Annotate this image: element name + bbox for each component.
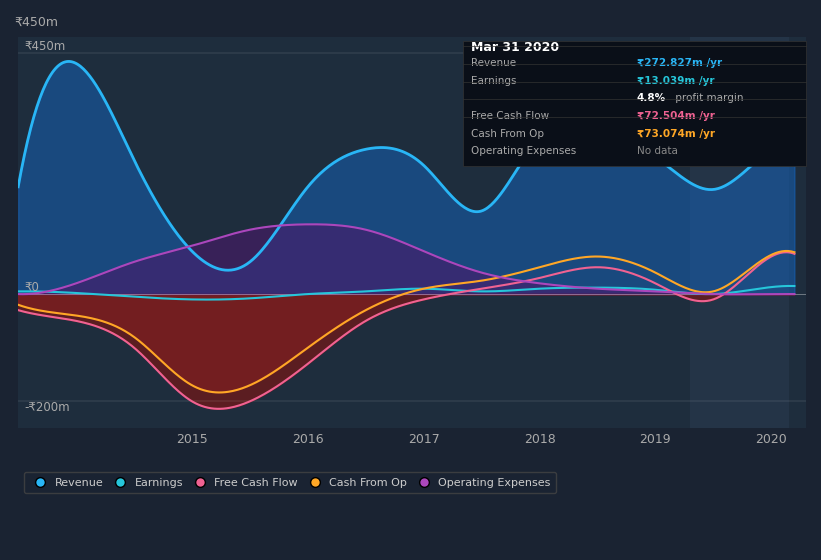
Earnings xyxy=(383,287,393,293)
Revenue xyxy=(223,267,233,274)
Operating Expenses xyxy=(383,234,393,240)
Earnings xyxy=(13,288,23,295)
Text: 4.8%: 4.8% xyxy=(636,94,666,104)
Free Cash Flow xyxy=(790,250,800,257)
FancyBboxPatch shape xyxy=(463,40,806,166)
Free Cash Flow xyxy=(477,285,487,292)
Revenue xyxy=(653,156,663,162)
Text: Earnings: Earnings xyxy=(471,76,516,86)
Line: Cash From Op: Cash From Op xyxy=(18,251,795,393)
Cash From Op xyxy=(782,248,791,254)
Cash From Op xyxy=(388,295,398,301)
Free Cash Flow xyxy=(388,305,398,311)
Cash From Op xyxy=(13,301,23,308)
Text: ₹0: ₹0 xyxy=(24,281,39,294)
Revenue xyxy=(774,141,784,148)
Cash From Op xyxy=(651,269,661,276)
Text: ₹13.039m /yr: ₹13.039m /yr xyxy=(636,76,714,86)
Free Cash Flow xyxy=(435,293,445,300)
Text: profit margin: profit margin xyxy=(672,94,744,104)
Cash From Op xyxy=(477,277,487,284)
Text: Mar 31 2020: Mar 31 2020 xyxy=(471,40,559,54)
Text: ₹272.827m /yr: ₹272.827m /yr xyxy=(636,58,722,68)
Earnings xyxy=(785,283,795,290)
Line: Revenue: Revenue xyxy=(18,62,795,270)
Revenue xyxy=(385,145,395,152)
Text: -₹200m: -₹200m xyxy=(24,402,70,414)
Earnings xyxy=(651,287,661,293)
Operating Expenses xyxy=(477,269,487,276)
Earnings xyxy=(388,286,398,293)
Free Cash Flow xyxy=(773,250,782,257)
Operating Expenses xyxy=(435,254,445,261)
Cash From Op xyxy=(214,389,224,396)
Cash From Op xyxy=(790,249,800,255)
Cash From Op xyxy=(435,283,445,290)
Text: ₹73.074m /yr: ₹73.074m /yr xyxy=(636,129,714,139)
Free Cash Flow xyxy=(214,405,224,412)
Free Cash Flow xyxy=(651,280,661,287)
Line: Free Cash Flow: Free Cash Flow xyxy=(18,252,795,409)
Text: ₹450m: ₹450m xyxy=(14,16,58,29)
Text: ₹72.504m /yr: ₹72.504m /yr xyxy=(636,111,714,121)
Text: Free Cash Flow: Free Cash Flow xyxy=(471,111,549,121)
Text: Cash From Op: Cash From Op xyxy=(471,129,544,139)
Revenue xyxy=(13,184,23,190)
Line: Earnings: Earnings xyxy=(18,286,795,300)
Earnings xyxy=(790,283,800,290)
Earnings xyxy=(435,286,445,293)
Earnings xyxy=(203,296,213,303)
Legend: Revenue, Earnings, Free Cash Flow, Cash From Op, Operating Expenses: Revenue, Earnings, Free Cash Flow, Cash … xyxy=(24,472,556,493)
Cash From Op xyxy=(773,249,782,256)
Line: Operating Expenses: Operating Expenses xyxy=(18,225,795,295)
Cash From Op xyxy=(383,296,393,303)
Free Cash Flow xyxy=(383,307,393,314)
Free Cash Flow xyxy=(782,249,791,255)
Text: ₹450m: ₹450m xyxy=(24,40,65,53)
Operating Expenses xyxy=(13,291,23,297)
Bar xyxy=(690,36,789,428)
Earnings xyxy=(773,283,782,290)
Revenue xyxy=(63,58,73,65)
Operating Expenses xyxy=(774,291,784,297)
Operating Expenses xyxy=(651,288,661,295)
Operating Expenses xyxy=(388,235,398,242)
Revenue xyxy=(390,146,400,152)
Text: Revenue: Revenue xyxy=(471,58,516,68)
Revenue xyxy=(437,181,447,188)
Operating Expenses xyxy=(731,291,741,298)
Text: Operating Expenses: Operating Expenses xyxy=(471,146,576,156)
Earnings xyxy=(477,288,487,295)
Operating Expenses xyxy=(307,221,317,228)
Free Cash Flow xyxy=(13,307,23,314)
Text: No data: No data xyxy=(636,146,677,156)
Revenue xyxy=(479,207,488,213)
Operating Expenses xyxy=(790,291,800,297)
Revenue xyxy=(790,138,800,144)
